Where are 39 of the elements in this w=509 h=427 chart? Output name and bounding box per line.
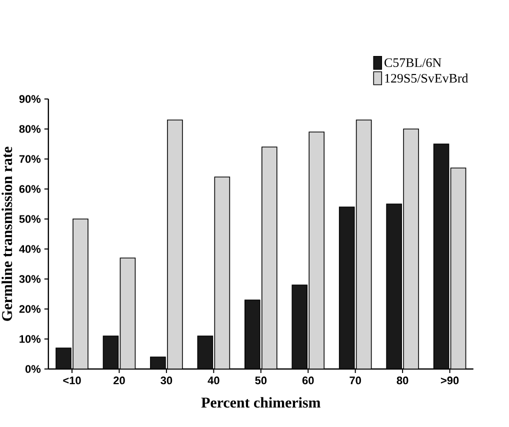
y-tick-label: 80% (19, 125, 41, 133)
x-tick-label: 70 (350, 376, 361, 384)
x-tick-label: 80 (396, 376, 408, 384)
bar (167, 120, 183, 369)
bar (433, 144, 450, 369)
bar (356, 120, 372, 369)
y-tick-label: 70% (19, 155, 41, 163)
bar (261, 146, 278, 369)
bar (197, 336, 214, 369)
y-axis-title: Germline transmission rate (2, 146, 12, 321)
x-tick-label: <10 (63, 376, 81, 384)
x-tick-label: 40 (208, 376, 220, 384)
bar (338, 206, 355, 369)
x-axis-title: Percent chimerism (201, 397, 320, 408)
x-tick-label: >90 (440, 376, 459, 384)
bar (244, 300, 260, 369)
x-tick-label: 50 (255, 376, 267, 384)
bar (102, 336, 119, 369)
y-tick-label: 20% (19, 305, 41, 313)
x-tick-label: 20 (114, 376, 125, 384)
x-tick-label: 60 (302, 376, 314, 384)
y-tick-label: 60% (19, 185, 41, 193)
y-tick-label: 30% (19, 275, 41, 283)
bar (450, 168, 466, 369)
y-tick-label: 90% (19, 95, 41, 103)
legend-label: C57BL/6N (384, 58, 442, 68)
bar (292, 284, 308, 369)
bar (214, 176, 230, 369)
y-tick-label: 50% (19, 215, 41, 223)
bar (403, 128, 419, 369)
y-tick-label: 40% (19, 245, 41, 253)
legend-label: 129S5/SvEvBrd (385, 74, 468, 83)
bar (308, 132, 325, 369)
y-tick-label: 0% (25, 365, 41, 373)
bar (386, 204, 402, 369)
bar (120, 258, 136, 369)
bar (72, 218, 88, 369)
x-tick-label: 30 (160, 376, 172, 384)
y-tick-label: 10% (20, 335, 41, 343)
